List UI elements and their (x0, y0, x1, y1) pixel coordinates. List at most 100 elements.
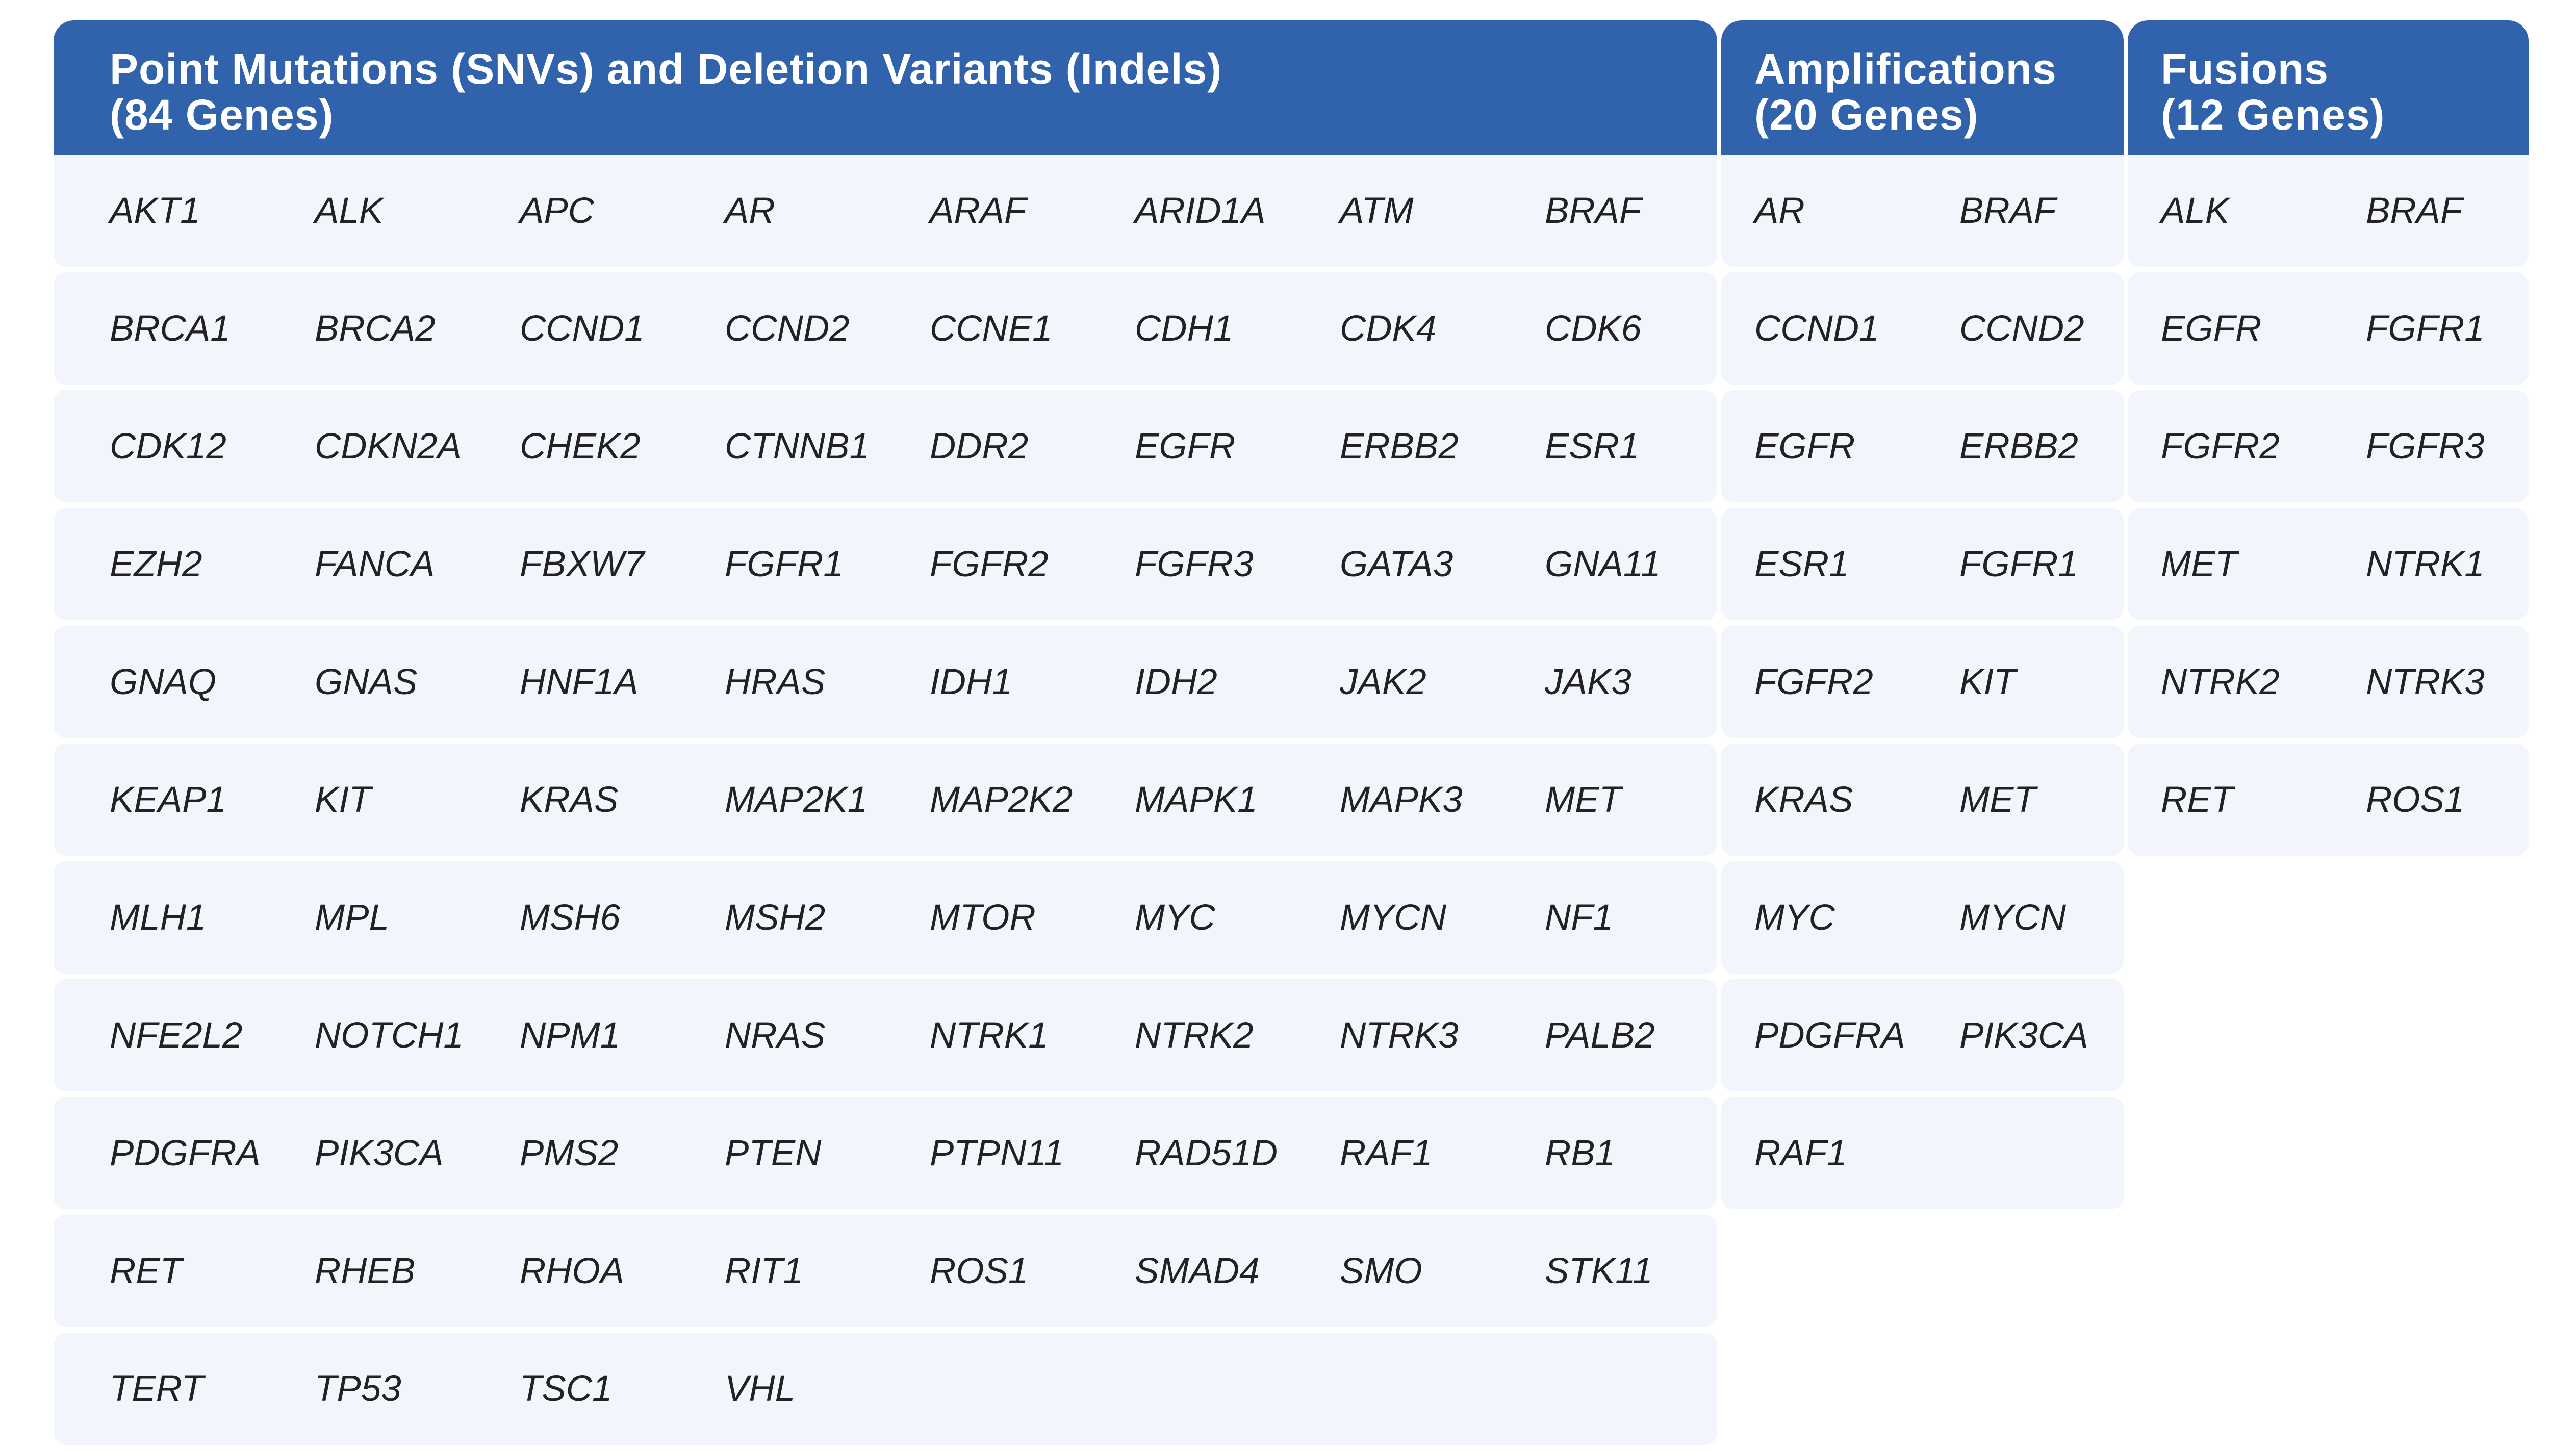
gene-name: MAP2K1 (725, 779, 868, 820)
gene-row: CDK12 CDKN2A CHEK2 CTNNB1 DDR2 EGFR ERBB2 ESR1 (54, 390, 1717, 502)
gene-row: PDGFRA PIK3CA PMS2 PTEN PTPN11 RAD51D RAF1 RB1 (54, 1097, 1717, 1209)
panel-title: Amplifications (1754, 45, 2057, 93)
gene-name: NTRK2 (2161, 661, 2280, 702)
gene-row: ALK BRAF (2128, 155, 2529, 267)
panel-point-mutations: Point Mutations (SNVs) and Deletion Vari… (54, 20, 1717, 1445)
gene-row: RET ROS1 (2128, 744, 2529, 856)
gene-name: NFE2L2 (110, 1015, 243, 1056)
gene-name: SMO (1340, 1250, 1422, 1291)
gene-name: ARID1A (1135, 190, 1266, 231)
panel-gene-count: (12 Genes) (2161, 91, 2385, 139)
gene-name: ESR1 (1545, 426, 1640, 467)
gene-name: PIK3CA (315, 1133, 444, 1173)
panel-header: Amplifications (20 Genes) (1721, 20, 2124, 155)
gene-row: AR BRAF (1721, 155, 2124, 267)
gene-name: MSH2 (725, 897, 826, 938)
gene-name: FGFR2 (2161, 426, 2280, 467)
gene-name: RAD51D (1135, 1133, 1278, 1173)
gene-name: BRAF (2366, 190, 2463, 231)
gene-name: MAPK1 (1135, 779, 1258, 820)
gene-name: CDH1 (1135, 308, 1234, 349)
gene-row: TERT TP53 TSC1 VHL (54, 1333, 1717, 1445)
gene-name: GNAQ (110, 661, 217, 702)
gene-name: MAP2K2 (930, 779, 1073, 820)
gene-name: VHL (725, 1368, 796, 1409)
gene-name: HNF1A (520, 661, 639, 702)
gene-name: MYCN (1959, 897, 2067, 938)
gene-name: CDK4 (1340, 308, 1437, 349)
gene-name: DDR2 (930, 426, 1029, 467)
gene-name: KRAS (520, 779, 619, 820)
gene-name: CCND1 (520, 308, 645, 349)
gene-name: CDK6 (1545, 308, 1642, 349)
panel-title: Fusions (2161, 45, 2329, 93)
gene-name: KIT (315, 779, 371, 820)
gene-name: RHEB (315, 1250, 416, 1291)
gene-name: RB1 (1545, 1133, 1616, 1173)
gene-name: RIT1 (725, 1250, 803, 1291)
gene-name: FGFR1 (725, 544, 844, 584)
gene-name: MSH6 (520, 897, 621, 938)
gene-name: HRAS (725, 661, 826, 702)
gene-name: MYCN (1340, 897, 1447, 938)
gene-name: CDK12 (110, 426, 226, 467)
gene-name: NTRK3 (2366, 661, 2485, 702)
gene-name: TSC1 (520, 1368, 613, 1409)
gene-row: FGFR2 KIT (1721, 626, 2124, 738)
gene-name: FGFR2 (1754, 661, 1873, 702)
gene-name: CCND2 (1959, 308, 2084, 349)
gene-name: MAPK3 (1340, 779, 1463, 820)
gene-name: TERT (110, 1368, 204, 1409)
gene-name: MPL (315, 897, 389, 938)
gene-name: BRCA2 (315, 308, 436, 349)
panel-amplifications: Amplifications (20 Genes) AR BRAF CCND1 CCN… (1721, 20, 2124, 1209)
gene-name: KRAS (1754, 779, 1853, 820)
gene-name: PMS2 (520, 1133, 619, 1173)
gene-name: PTPN11 (930, 1133, 1064, 1173)
gene-name: ESR1 (1754, 544, 1849, 584)
gene-row: PDGFRA PIK3CA (1721, 979, 2124, 1091)
gene-name: ALK (2161, 190, 2230, 231)
gene-row: MYC MYCN (1721, 861, 2124, 974)
panel-title: Point Mutations (SNVs) and Deletion Vari… (110, 45, 1222, 93)
gene-name: CCNE1 (930, 308, 1053, 349)
gene-name: RHOA (520, 1250, 625, 1291)
gene-name: IDH2 (1135, 661, 1217, 702)
gene-name: NTRK2 (1135, 1015, 1254, 1056)
gene-name: GNAS (315, 661, 418, 702)
gene-name: TP53 (315, 1368, 401, 1409)
gene-row: KRAS MET (1721, 744, 2124, 856)
gene-name: NF1 (1545, 897, 1614, 938)
gene-name: AKT1 (110, 190, 200, 231)
gene-name: PALB2 (1545, 1015, 1655, 1056)
gene-name: FGFR1 (1959, 544, 2078, 584)
gene-name: SMAD4 (1135, 1250, 1260, 1291)
gene-name: NTRK1 (930, 1015, 1049, 1056)
gene-name: CDKN2A (315, 426, 462, 467)
gene-name: FBXW7 (520, 544, 645, 584)
gene-name: RAF1 (1340, 1133, 1433, 1173)
gene-name: GATA3 (1340, 544, 1454, 584)
gene-name: RET (2161, 779, 2233, 820)
gene-name: MET (2161, 544, 2237, 584)
gene-name: MYC (1754, 897, 1835, 938)
gene-name: PDGFRA (110, 1133, 261, 1173)
gene-row: EZH2 FANCA FBXW7 FGFR1 FGFR2 FGFR3 GATA3 GNA11 (54, 508, 1717, 620)
gene-name: CHEK2 (520, 426, 641, 467)
gene-name: JAK2 (1340, 661, 1426, 702)
gene-name: KIT (1959, 661, 2016, 702)
gene-row: EGFR FGFR1 (2128, 272, 2529, 385)
gene-name: NRAS (725, 1015, 826, 1056)
gene-row: MLH1 MPL MSH6 MSH2 MTOR MYC MYCN NF1 (54, 861, 1717, 974)
gene-name: MET (1545, 779, 1621, 820)
gene-name: ATM (1340, 190, 1414, 231)
gene-name: KEAP1 (110, 779, 226, 820)
gene-name: ERBB2 (1959, 426, 2078, 467)
gene-name: JAK3 (1545, 661, 1631, 702)
gene-name: MLH1 (110, 897, 207, 938)
gene-name: MET (1959, 779, 2036, 820)
gene-name: APC (520, 190, 594, 231)
gene-row: FGFR2 FGFR3 (2128, 390, 2529, 502)
gene-name: AR (725, 190, 775, 231)
gene-name: BRCA1 (110, 308, 231, 349)
